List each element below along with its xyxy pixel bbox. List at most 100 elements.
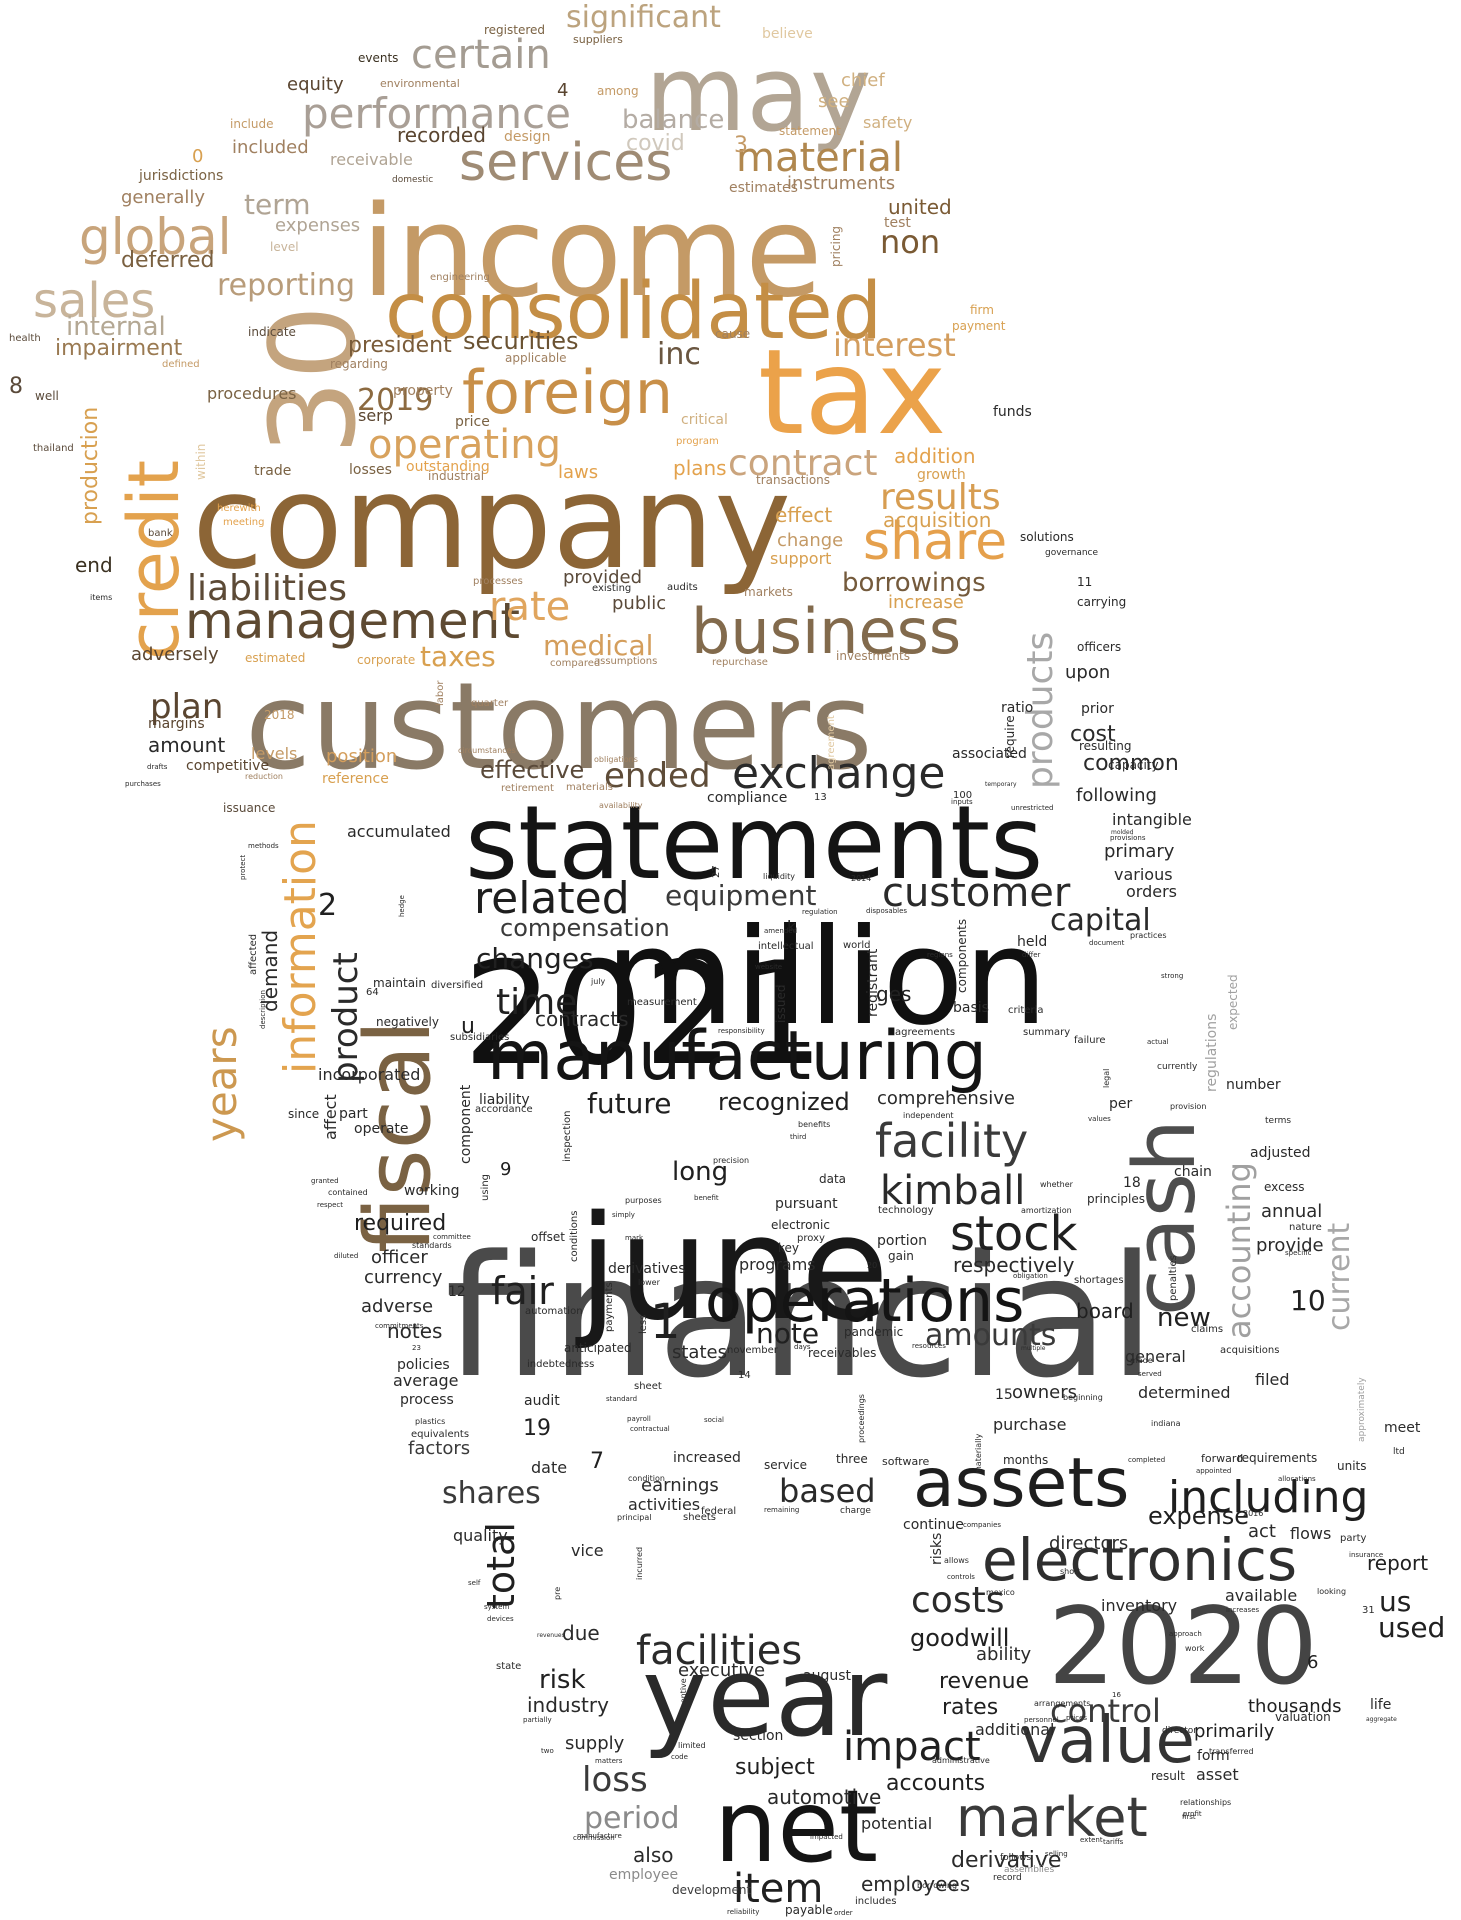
cloud-word: primary	[1104, 841, 1175, 862]
cloud-word: assumptions	[594, 656, 657, 667]
cloud-word: various	[1114, 865, 1173, 884]
cloud-word: accounting	[1220, 1162, 1258, 1339]
cloud-word: standard	[606, 1395, 637, 1403]
cloud-word: officer	[371, 1247, 428, 1268]
cloud-word: party	[1340, 1533, 1367, 1544]
cloud-word: cash	[1116, 1119, 1215, 1316]
cloud-word: adjusted	[1250, 1145, 1311, 1161]
cloud-word: upon	[1065, 662, 1110, 683]
cloud-word: 2020	[1048, 1585, 1318, 1708]
cloud-word: incorporated	[318, 1065, 420, 1084]
cloud-word: precision	[713, 1156, 749, 1165]
cloud-word: reduction	[245, 772, 283, 781]
cloud-word: change	[777, 530, 843, 551]
cloud-word: 23	[412, 1344, 421, 1352]
cloud-word: 13	[814, 792, 827, 803]
cloud-word: companies	[963, 1521, 1001, 1529]
cloud-word: suppliers	[573, 33, 623, 46]
cloud-word: us	[1379, 1585, 1411, 1618]
cloud-word: equivalents	[411, 1429, 469, 1440]
cloud-word: included	[232, 137, 309, 158]
cloud-word: risk	[539, 1665, 586, 1695]
cloud-word: 15	[995, 1387, 1013, 1403]
cloud-word: 3	[734, 133, 748, 158]
cloud-word: management	[185, 592, 520, 650]
cloud-word: increases	[1226, 1606, 1260, 1614]
cloud-word: statement	[779, 124, 841, 138]
cloud-word: capacity	[1108, 758, 1159, 772]
cloud-word: document	[1089, 939, 1125, 947]
cloud-word: terms	[1265, 1116, 1291, 1126]
cloud-word: demand	[258, 930, 282, 1012]
cloud-word: excess	[1264, 1180, 1305, 1194]
cloud-word: labor	[435, 680, 446, 706]
cloud-word: software	[882, 1455, 929, 1468]
cloud-word: agreements	[895, 1027, 955, 1038]
cloud-word: availability	[599, 801, 643, 810]
cloud-word: global	[79, 208, 232, 266]
cloud-word: receivables	[808, 1346, 876, 1360]
cloud-word: pricing	[829, 226, 843, 267]
cloud-word: less	[638, 1315, 649, 1334]
cloud-word: losses	[349, 462, 392, 478]
cloud-word: industrial	[428, 469, 484, 483]
cloud-word: pandemic	[844, 1325, 903, 1339]
cloud-word: respect	[317, 1201, 343, 1209]
cloud-word: carrying	[1077, 595, 1126, 609]
cloud-word: impacted	[810, 1833, 843, 1841]
cloud-word: common	[1083, 751, 1179, 776]
cloud-word: facility	[875, 1114, 1028, 1168]
cloud-word: year	[642, 1633, 888, 1761]
cloud-word: time	[496, 982, 577, 1023]
cloud-word: summary	[1023, 1027, 1070, 1038]
cloud-word: director	[1162, 1726, 1197, 1736]
cloud-word: beginning	[1063, 1393, 1103, 1402]
cloud-word: payroll	[627, 1415, 651, 1423]
cloud-word: potential	[861, 1814, 932, 1833]
cloud-word: outstanding	[406, 459, 490, 475]
cloud-word: description	[259, 990, 267, 1029]
cloud-word: materially	[974, 1433, 983, 1474]
cloud-word: mark	[625, 1234, 644, 1242]
cloud-word: 2016	[1243, 1509, 1263, 1518]
cloud-word: 100	[953, 790, 972, 801]
cloud-word: transferred	[1209, 1747, 1254, 1756]
cloud-word: 4	[557, 80, 568, 101]
cloud-word: regulation	[802, 908, 838, 916]
cloud-word: increase	[888, 592, 964, 613]
cloud-word: statements	[465, 784, 1043, 903]
cloud-word: factors	[408, 1438, 470, 1459]
cloud-word: since	[288, 1107, 319, 1121]
cloud-word: august	[803, 1668, 852, 1684]
cloud-word: matters	[595, 1757, 623, 1765]
cloud-word: require	[1003, 715, 1017, 758]
cloud-word: personnel	[1024, 1716, 1059, 1724]
cloud-word: executive	[678, 1660, 765, 1681]
cloud-word: levels	[251, 744, 297, 763]
cloud-word: recognized	[718, 1088, 850, 1116]
cloud-word: impact	[843, 1724, 981, 1770]
cloud-word: solutions	[1020, 530, 1074, 544]
cloud-word: code	[671, 1753, 688, 1761]
cloud-word: among	[597, 84, 639, 98]
cloud-word: currency	[364, 1267, 443, 1288]
cloud-word: employees	[861, 1872, 970, 1896]
cloud-word: compliance	[707, 790, 787, 806]
cloud-word: allows	[944, 1556, 969, 1565]
cloud-word: sheet	[634, 1381, 662, 1392]
cloud-word: u	[461, 1014, 475, 1039]
cloud-word: 2019	[357, 383, 433, 418]
cloud-word: material	[736, 135, 903, 181]
cloud-word: margins	[148, 716, 205, 732]
cloud-word: conditions	[569, 1211, 580, 1262]
cloud-word: 2018	[264, 708, 295, 722]
cloud-word: accumulated	[347, 822, 451, 841]
cloud-word: 2014	[851, 874, 871, 883]
cloud-word: hedge	[398, 895, 406, 917]
cloud-word: part	[339, 1106, 368, 1122]
cloud-word: owners	[1012, 1382, 1077, 1403]
cloud-word: 7	[590, 1449, 604, 1474]
cloud-word: automotive	[767, 1785, 881, 1809]
cloud-word: data	[819, 1172, 846, 1186]
cloud-word: whether	[1040, 1180, 1074, 1189]
